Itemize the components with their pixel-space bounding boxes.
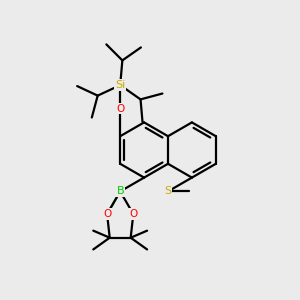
Text: O: O (129, 209, 137, 219)
Text: O: O (116, 103, 124, 114)
Text: O: O (103, 209, 111, 219)
Text: S: S (164, 186, 172, 197)
Text: Si: Si (115, 80, 125, 90)
Text: B: B (116, 186, 124, 197)
